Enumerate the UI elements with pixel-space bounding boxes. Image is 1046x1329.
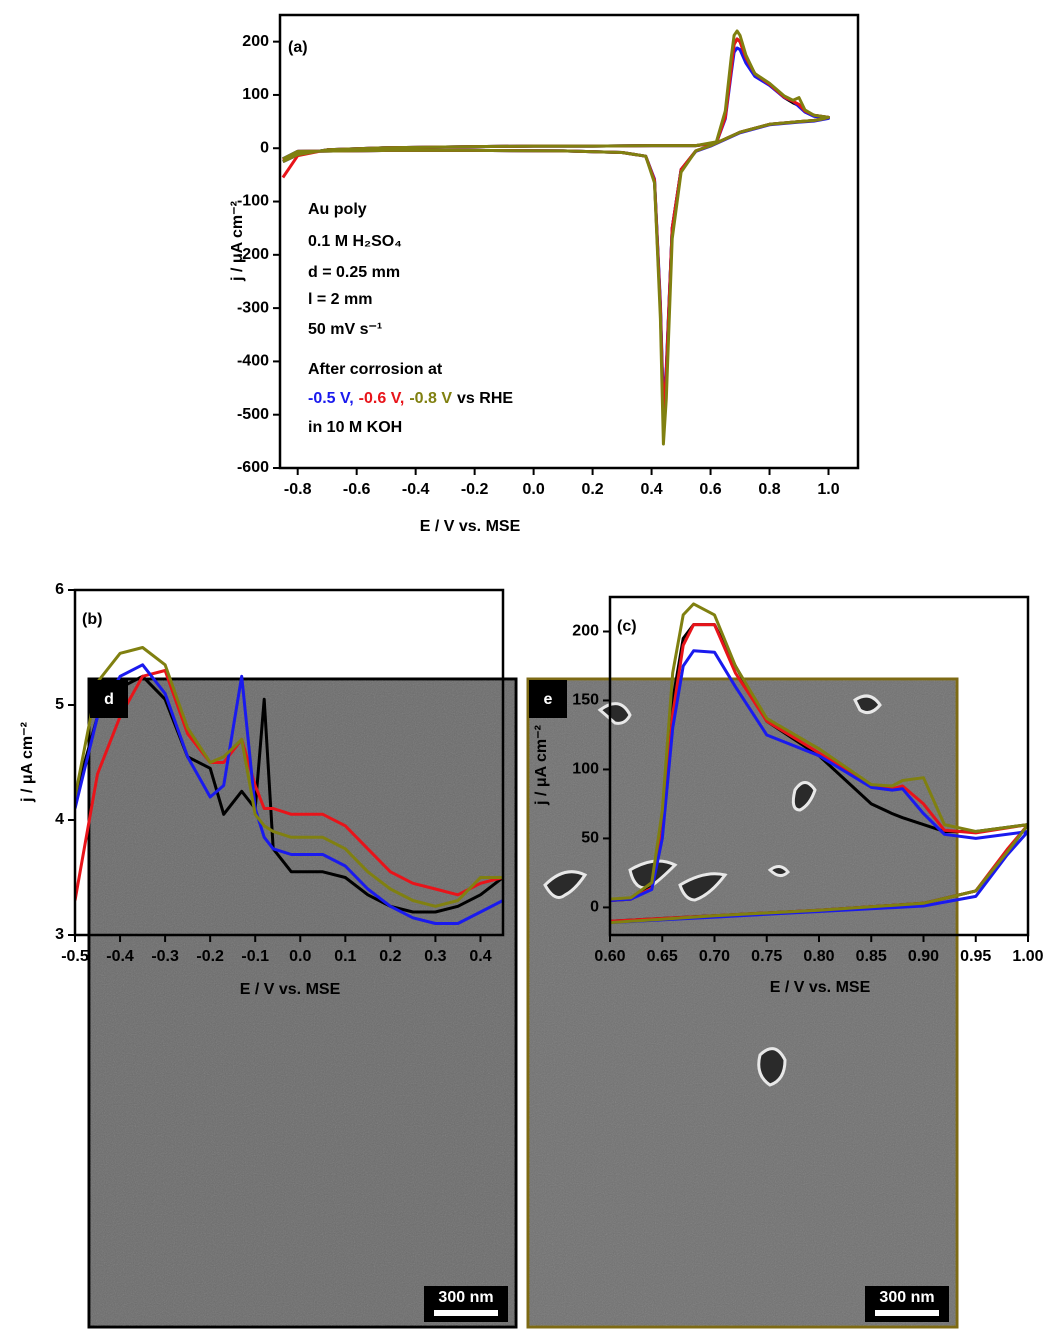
x-tick-label: 0.0 [289, 948, 311, 965]
scale-bar [875, 1310, 939, 1316]
panel-label: (c) [617, 618, 637, 635]
image-label: d [104, 691, 114, 708]
y-tick-label: 4 [55, 811, 64, 828]
panel-label: (a) [288, 39, 308, 56]
scale-bar-label: 300 nm [879, 1289, 934, 1306]
chart: -0.8 -0.6 -0.4 -0.2 0.0 0.2 0.4 0.6 0.8 1.0 -600 -5… [229, 13, 860, 535]
x-tick-label: 0.85 [856, 948, 887, 965]
x-tick-label: 0.95 [960, 948, 991, 965]
panel-label: (b) [82, 611, 102, 628]
annotation: 50 mV s⁻¹ [308, 321, 382, 338]
series-line [75, 669, 503, 901]
series-line [610, 602, 1028, 925]
y-tick-label: -300 [237, 299, 269, 316]
y-tick-label: 3 [55, 926, 64, 943]
x-axis-label: E / V vs. MSE [770, 979, 871, 996]
x-tick-label: 0.1 [334, 948, 356, 965]
y-tick-label: -400 [237, 353, 269, 370]
x-tick-label: 1.0 [817, 481, 839, 498]
x-tick-label: 0.90 [908, 948, 939, 965]
y-axis-label: j / μA cm⁻² [19, 722, 36, 803]
x-tick-label: 0.2 [581, 481, 603, 498]
series-line [75, 646, 503, 908]
y-axis-label: j / μA cm⁻² [229, 201, 246, 282]
x-tick-label: -0.2 [461, 481, 489, 498]
annotation: After corrosion at [308, 361, 443, 378]
series-line [282, 29, 830, 446]
series-line [75, 663, 503, 925]
y-tick-label: 0 [590, 899, 599, 916]
x-tick-label: -0.4 [106, 948, 134, 965]
series-line [282, 37, 830, 417]
y-tick-label: 50 [581, 830, 599, 847]
x-tick-label: 0.4 [640, 481, 662, 498]
x-tick-label: -0.5 [61, 948, 89, 965]
x-tick-label: -0.4 [402, 481, 430, 498]
sem-image-d [87, 677, 518, 1329]
x-tick-label: -0.3 [151, 948, 179, 965]
x-tick-label: -0.6 [343, 481, 371, 498]
x-tick-label: 0.3 [424, 948, 446, 965]
x-tick-label: -0.8 [284, 481, 312, 498]
y-tick-label: -600 [237, 459, 269, 476]
annotation-part: vs RHE [457, 390, 513, 407]
image-label-box [529, 680, 567, 718]
x-tick-label: 0.2 [379, 948, 401, 965]
plot-frame [73, 588, 505, 937]
annotation-part: -0.6 V, [359, 390, 405, 407]
y-tick-label: 200 [572, 623, 599, 640]
x-tick-label: 1.00 [1012, 948, 1043, 965]
series-line [610, 649, 1028, 925]
x-tick-label: 0.60 [594, 948, 625, 965]
chart: 0.60 0.65 0.70 0.75 0.80 0.85 0.90 0.95 1.00 0 50 1… [533, 595, 1044, 996]
x-tick-label: 0.80 [803, 948, 834, 965]
series-line [75, 674, 503, 914]
plot-frame [278, 13, 860, 470]
y-tick-label: 5 [55, 696, 64, 713]
y-tick-label: -200 [237, 246, 269, 263]
annotation: 0.1 M H₂SO₄ [308, 233, 402, 250]
annotation-line: -0.5 V, -0.6 V, -0.8 V vs RHE [308, 390, 513, 407]
annotation: d = 0.25 mm [308, 264, 400, 281]
x-tick-label: 0.8 [758, 481, 780, 498]
x-tick-label: 0.0 [522, 481, 544, 498]
annotation: in 10 M KOH [308, 419, 402, 436]
scale-bar-label: 300 nm [438, 1289, 493, 1306]
x-tick-label: 0.6 [699, 481, 721, 498]
y-tick-label: 100 [242, 86, 269, 103]
annotation: l = 2 mm [308, 291, 372, 308]
chart: -0.5 -0.4 -0.3 -0.2 -0.1 0.0 0.1 0.2 0.3 0.4 3 4 5 6 (… [19, 581, 505, 998]
x-tick-label: -0.2 [196, 948, 224, 965]
y-tick-label: 0 [260, 139, 269, 156]
x-tick-label: 0.75 [751, 948, 782, 965]
y-axis-label: j / μA cm⁻² [533, 725, 550, 806]
x-axis-label: E / V vs. MSE [420, 518, 521, 535]
y-tick-label: 200 [242, 33, 269, 50]
y-tick-label: 6 [55, 581, 64, 598]
y-tick-label: 100 [572, 761, 599, 778]
y-tick-label: 150 [572, 692, 599, 709]
annotation: Au poly [308, 201, 367, 218]
x-tick-label: 0.4 [469, 948, 491, 965]
annotation-part: -0.8 V [409, 390, 452, 407]
series-line [282, 46, 830, 409]
annotation-part: -0.5 V, [308, 390, 354, 407]
image-label-box [90, 680, 128, 718]
x-axis-label: E / V vs. MSE [240, 981, 341, 998]
y-tick-label: -100 [237, 193, 269, 210]
x-tick-label: -0.1 [241, 948, 269, 965]
x-tick-label: 0.65 [647, 948, 678, 965]
y-tick-label: -500 [237, 406, 269, 423]
scale-bar [434, 1310, 498, 1316]
image-label: e [544, 691, 553, 708]
x-tick-label: 0.70 [699, 948, 730, 965]
